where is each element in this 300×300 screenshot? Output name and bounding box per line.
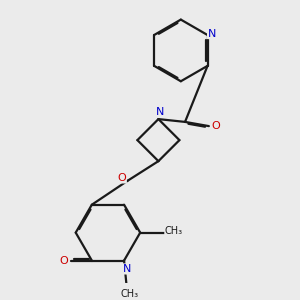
Text: O: O — [118, 173, 126, 183]
Text: CH₃: CH₃ — [165, 226, 183, 236]
Text: N: N — [156, 107, 164, 117]
Text: CH₃: CH₃ — [121, 289, 139, 299]
Text: O: O — [212, 121, 220, 131]
Text: N: N — [208, 28, 216, 39]
Text: O: O — [59, 256, 68, 266]
Text: N: N — [123, 264, 131, 274]
